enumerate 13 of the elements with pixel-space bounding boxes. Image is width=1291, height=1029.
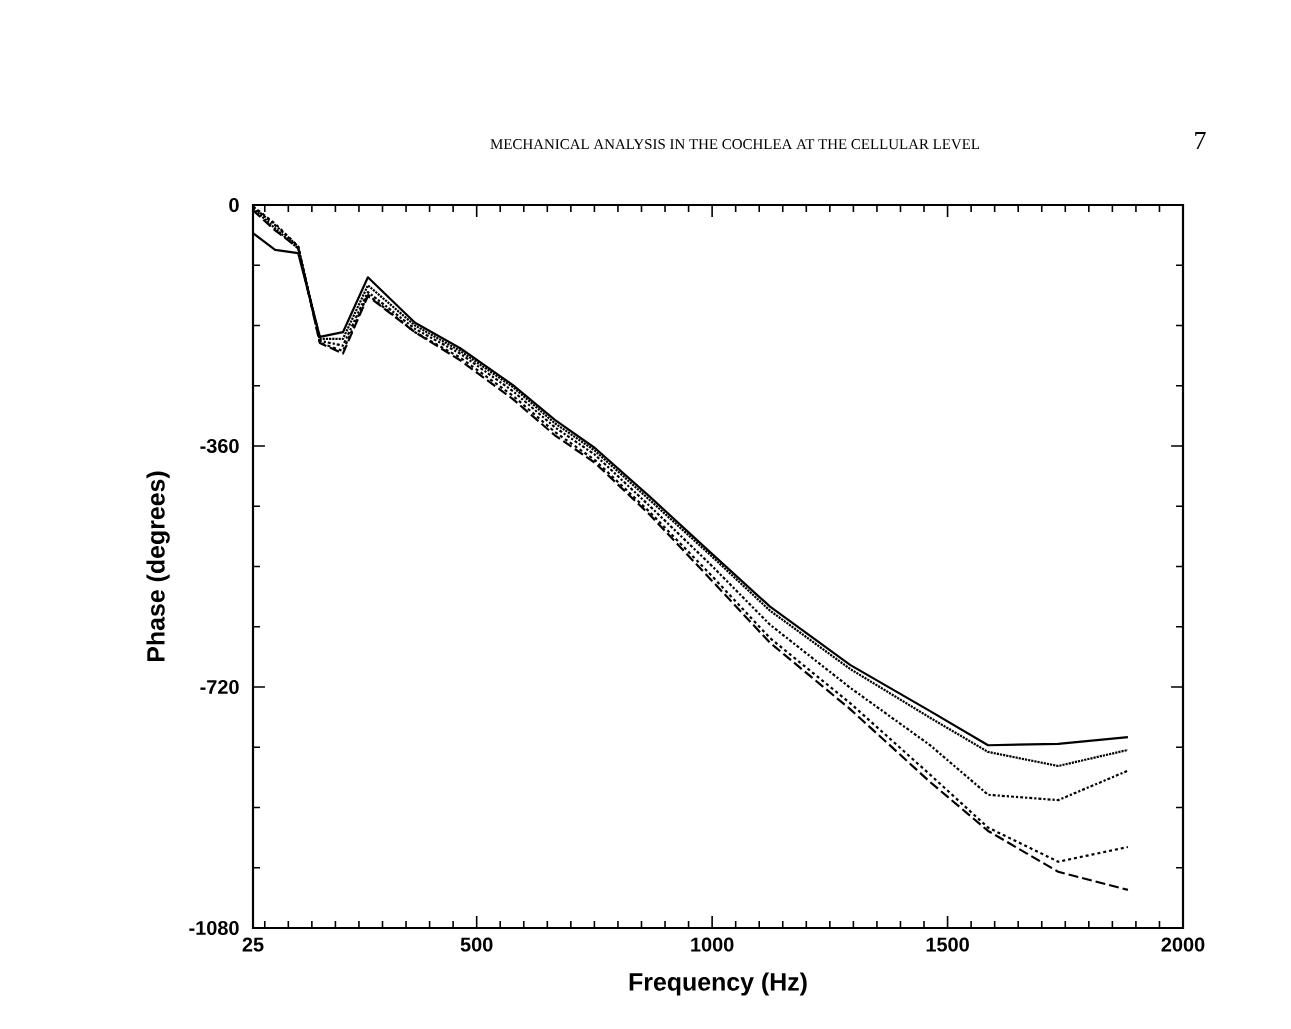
y-axis-title: Phase (degrees) — [146, 471, 170, 662]
text: 7 — [1195, 132, 1206, 149]
x-tick-label: 25 — [242, 937, 264, 952]
y-tick-label: -360 — [200, 438, 239, 454]
y-tick-label: -1080 — [189, 920, 239, 936]
text: MECHANICAL ANALYSIS IN THE COCHLEA AT THE CELLULAR LEVEL — [490, 139, 980, 150]
y-tick-label: 0 — [229, 197, 239, 213]
x-tick-label: 2000 — [1161, 937, 1205, 952]
x-tick-label: 500 — [460, 937, 493, 952]
x-axis-title: Frequency (Hz) — [629, 972, 807, 996]
x-tick-label: 1500 — [926, 937, 969, 952]
x-tick-label: 1000 — [691, 937, 734, 952]
y-tick-label: -720 — [200, 679, 239, 695]
